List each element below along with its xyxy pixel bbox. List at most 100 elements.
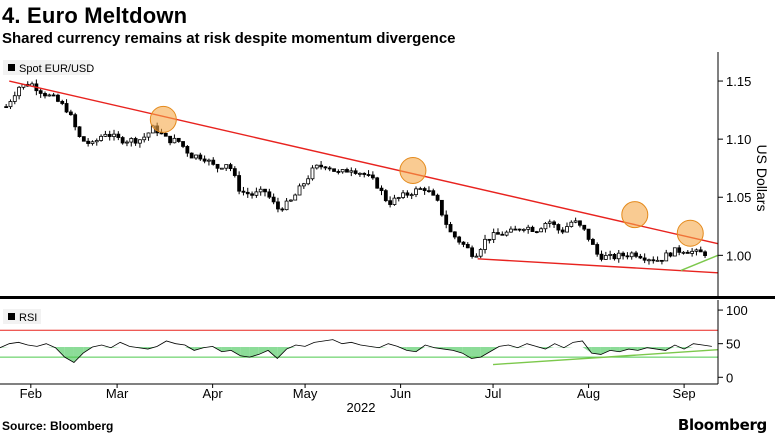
candle-body <box>142 136 147 141</box>
candle-body <box>327 167 332 170</box>
rsi-fill-segment <box>591 347 601 355</box>
candle-body <box>146 132 151 138</box>
x-axis-year-label: 2022 <box>347 400 376 415</box>
candle-body <box>228 164 233 170</box>
candle-body <box>435 194 440 201</box>
candle-body <box>133 138 138 144</box>
candle-body <box>4 106 9 109</box>
candle-body <box>642 257 647 261</box>
candle-body <box>556 224 561 231</box>
price-y-tick-label: 1.05 <box>726 190 751 205</box>
candle-body <box>8 101 13 108</box>
rsi-divergence-trendline <box>493 349 719 366</box>
rsi-fill-segment <box>231 347 241 356</box>
x-tick-label: Jul <box>485 386 502 401</box>
highlight-circle <box>149 105 177 133</box>
candle-body <box>672 247 677 257</box>
rsi-panel <box>0 329 719 366</box>
rsi-fill-segment <box>554 347 564 348</box>
highlight-circle <box>621 201 649 229</box>
candle-body <box>99 135 103 141</box>
candle-body <box>17 86 22 97</box>
candle-body <box>241 190 246 193</box>
candle-body <box>271 196 276 203</box>
candle-body <box>219 167 224 170</box>
candle-body <box>703 251 707 256</box>
candle-body <box>47 94 52 97</box>
rsi-fill-segment <box>471 347 481 359</box>
candle-body <box>685 251 690 254</box>
candle-body <box>681 251 686 254</box>
candle-body <box>487 238 492 241</box>
candle-body <box>56 94 60 102</box>
candle-body <box>547 221 552 224</box>
candle-body <box>172 137 177 144</box>
candle-body <box>319 164 323 168</box>
candle-body <box>116 133 121 138</box>
candle-body <box>392 197 397 205</box>
candle-body <box>120 137 125 144</box>
rsi-fill-segment <box>656 347 666 351</box>
candle-body <box>353 170 358 174</box>
candle-body <box>651 259 656 262</box>
rsi-fill-segment <box>249 347 259 358</box>
rsi-fill-segment <box>110 347 121 348</box>
candle-body <box>521 228 526 231</box>
rsi-fill-segment <box>462 347 472 359</box>
candle-body <box>68 111 73 116</box>
candle-body <box>590 239 595 245</box>
price-y-tick-label: 1.15 <box>726 74 751 89</box>
rsi-fill-segment <box>46 347 56 348</box>
candle-body <box>194 154 198 159</box>
candle-body <box>603 255 608 260</box>
candle-body <box>621 252 625 257</box>
candle-body <box>336 171 341 173</box>
candle-body <box>125 141 129 144</box>
candle-body <box>418 188 423 190</box>
candle-body <box>677 247 682 253</box>
x-tick-label: May <box>293 386 318 401</box>
rsi-fill-segment <box>443 347 453 351</box>
candle-body <box>668 252 673 257</box>
candle-body <box>578 220 582 226</box>
candle-body <box>301 183 306 187</box>
candle-body <box>539 228 544 233</box>
candle-body <box>565 226 569 233</box>
candle-body <box>198 154 203 160</box>
candle-body <box>77 126 82 138</box>
candle-body <box>176 137 181 142</box>
candle-body <box>345 169 349 173</box>
price-y-tick-label: 1.00 <box>726 248 751 263</box>
candle-body <box>444 214 449 225</box>
price-panel <box>4 79 719 274</box>
candle-body <box>660 259 664 262</box>
candle-body <box>461 241 466 245</box>
candle-body <box>465 243 470 249</box>
rsi-fill-segment <box>286 347 296 350</box>
candle-body <box>138 139 142 144</box>
candle-body <box>616 252 621 260</box>
candle-body <box>448 224 453 233</box>
candle-body <box>517 228 522 231</box>
candle-body <box>215 163 220 169</box>
candle-body <box>211 159 216 165</box>
rsi-fill-segment <box>240 347 250 358</box>
candle-body <box>612 254 617 260</box>
candle-body <box>608 254 613 256</box>
legend-swatch <box>8 64 15 71</box>
candle-body <box>310 167 315 180</box>
candle-body <box>332 168 336 172</box>
price-y-tick-label: 1.10 <box>726 132 751 147</box>
x-tick-label: Sep <box>673 386 696 401</box>
candle-body <box>323 166 328 169</box>
candle-body <box>306 178 311 185</box>
candle-body <box>599 253 604 260</box>
rsi-fill-segment <box>0 347 10 348</box>
candle-body <box>491 232 496 240</box>
rsi-fill-segment <box>268 347 278 359</box>
candle-body <box>375 177 380 189</box>
chart-title: 4. Euro Meltdown <box>2 3 188 28</box>
candle-body <box>207 159 211 162</box>
candle-body <box>457 236 462 243</box>
